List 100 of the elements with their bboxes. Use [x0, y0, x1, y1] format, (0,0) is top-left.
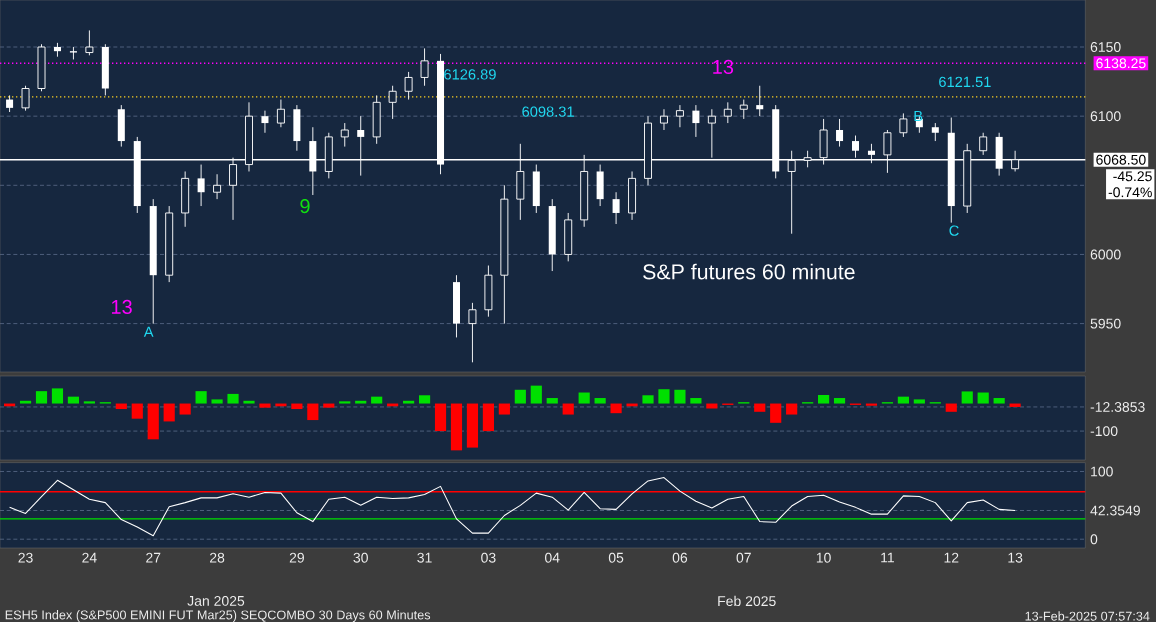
bar [897, 396, 909, 404]
y-tick-label: 6000 [1090, 249, 1121, 260]
bar [35, 391, 48, 404]
candlestick [979, 132, 988, 156]
bar [754, 403, 766, 412]
annotation: C [949, 225, 959, 236]
bar [594, 398, 606, 404]
bar [355, 400, 367, 404]
bar [51, 388, 64, 404]
y-tick-label: 6150 [1090, 42, 1121, 52]
bar [307, 403, 319, 421]
bar [339, 401, 351, 404]
bar [19, 400, 32, 404]
candlestick [756, 85, 764, 117]
bar [833, 398, 846, 404]
candlestick [213, 173, 222, 200]
x-tick-label: 28 [210, 552, 225, 563]
bar [658, 389, 670, 404]
bar [418, 395, 431, 404]
candlestick [197, 164, 205, 207]
bar [211, 399, 223, 404]
annotation: 9 [300, 199, 310, 214]
candlestick [468, 302, 477, 363]
y-tick-label: 5950 [1090, 318, 1121, 329]
annotation: 6121.51 [939, 76, 991, 88]
x-tick-label: 07 [736, 552, 751, 563]
text: S&P futures 60 minute [643, 263, 855, 280]
bar [179, 403, 191, 415]
bar [578, 392, 590, 404]
x-tick-label: 11 [881, 552, 894, 563]
bar [913, 399, 925, 404]
annotation: 6126.89 [444, 69, 496, 80]
ref-line-label: 6138.25 [1096, 58, 1146, 69]
text: Jan 2025 [187, 595, 245, 606]
candlestick [692, 104, 700, 138]
bar [642, 395, 654, 404]
candlestick [723, 101, 732, 124]
line-series [9, 477, 1016, 537]
candlestick [340, 122, 349, 148]
y-tick-label: -100 [1090, 426, 1118, 437]
candlestick [675, 104, 684, 128]
text: -45.25 [1113, 171, 1152, 182]
bar [498, 403, 510, 415]
bar [163, 403, 175, 422]
bar [562, 403, 574, 415]
x-tick-label: 13 [1008, 552, 1023, 563]
candlestick [739, 99, 748, 120]
candlestick [420, 47, 429, 87]
bar [67, 396, 80, 404]
candlestick [261, 110, 269, 134]
candlestick [85, 29, 94, 56]
bar [961, 391, 973, 404]
bar [323, 403, 335, 408]
ref-line-label: 6068.50 [1096, 154, 1146, 165]
x-tick-label: 04 [545, 552, 560, 563]
bar [610, 403, 622, 414]
bar [131, 403, 143, 419]
bar [147, 403, 159, 440]
x-tick-label: 27 [146, 552, 161, 563]
y-tick-label: 42.3549 [1090, 505, 1140, 516]
bar [83, 401, 95, 404]
bar [945, 403, 957, 412]
y-tick-label: 6100 [1090, 111, 1121, 122]
annotation: 6098.31 [522, 106, 574, 117]
bar [227, 393, 239, 404]
bar [482, 403, 494, 432]
candlestick [612, 191, 620, 225]
bar [243, 400, 255, 404]
y-tick-label: -12.3853 [1090, 402, 1145, 412]
x-tick-label: 31 [417, 552, 432, 563]
x-tick-label: 10 [816, 552, 831, 563]
bar [450, 403, 463, 451]
x-tick-label: 29 [289, 552, 304, 563]
bar [514, 389, 526, 404]
bar [786, 403, 798, 415]
x-tick-label: 30 [353, 552, 368, 563]
annotation: A [143, 326, 154, 337]
bar [770, 403, 782, 423]
annotation: B [914, 111, 923, 122]
y-tick-label: 100 [1091, 466, 1113, 477]
bar [993, 398, 1005, 404]
text: ESH5 Index (S&P500 EMINI FUT Mar25) SEQCOMBO 30 Days 60 Minutes [5, 610, 431, 622]
candlestick [21, 85, 30, 112]
candlestick [404, 71, 413, 101]
bar [371, 396, 383, 404]
text: Feb 2025 [718, 595, 776, 607]
candlestick [899, 112, 908, 138]
x-tick-label: 23 [18, 552, 33, 563]
candlestick [836, 118, 844, 148]
candlestick [388, 85, 397, 120]
x-tick-label: 06 [672, 552, 688, 563]
x-tick-label: 12 [944, 552, 959, 563]
candlestick [659, 108, 668, 131]
x-tick-label: 24 [82, 552, 97, 563]
bar [434, 403, 447, 432]
bar [690, 398, 702, 404]
text: -0.74% [1108, 187, 1152, 198]
annotation: 13 [111, 299, 132, 314]
bar [259, 403, 271, 408]
bar [674, 389, 686, 404]
